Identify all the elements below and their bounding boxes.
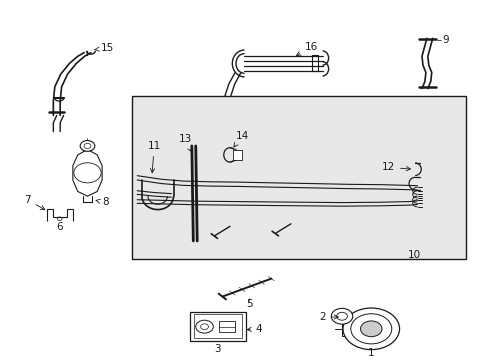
Circle shape: [200, 324, 208, 329]
Text: 3: 3: [214, 343, 221, 354]
Text: 10: 10: [407, 249, 420, 260]
Bar: [233, 150, 242, 160]
Circle shape: [336, 312, 346, 320]
Polygon shape: [73, 149, 102, 196]
Text: 9: 9: [441, 35, 448, 45]
Bar: [189, 312, 245, 341]
Text: 4: 4: [247, 324, 262, 334]
Circle shape: [74, 163, 101, 183]
Text: 15: 15: [95, 43, 113, 53]
Circle shape: [360, 321, 381, 337]
Text: 1: 1: [367, 348, 374, 358]
Text: 11: 11: [147, 141, 161, 173]
Circle shape: [80, 140, 95, 151]
Bar: [132, 96, 466, 259]
Text: 5: 5: [245, 299, 252, 309]
Text: 6: 6: [56, 222, 63, 231]
Text: 2: 2: [319, 312, 338, 322]
Bar: [311, 55, 317, 71]
Circle shape: [195, 320, 213, 333]
Text: 14: 14: [233, 131, 248, 147]
Circle shape: [342, 308, 399, 350]
Text: 7: 7: [24, 195, 45, 210]
Text: 13: 13: [178, 135, 191, 152]
Bar: [193, 315, 242, 338]
Bar: [219, 321, 234, 332]
Text: 12: 12: [381, 162, 409, 172]
Text: 8: 8: [96, 197, 109, 207]
Circle shape: [330, 309, 352, 324]
Text: 16: 16: [296, 42, 318, 55]
Circle shape: [350, 314, 391, 344]
Polygon shape: [341, 321, 350, 336]
